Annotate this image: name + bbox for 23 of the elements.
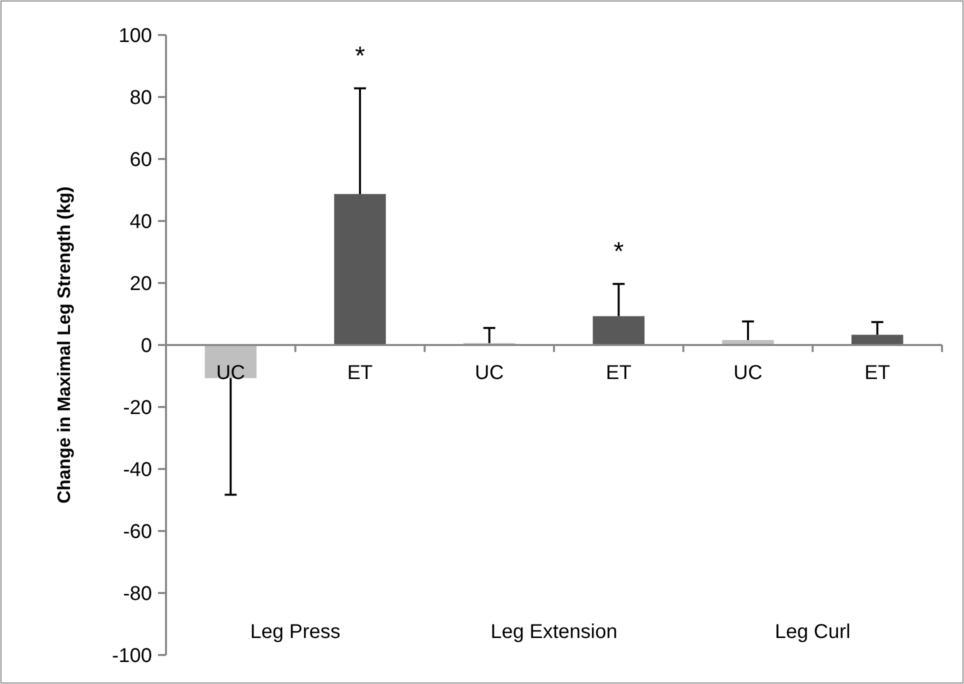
x-tick-label: UC — [216, 362, 246, 384]
annotation: Leg Press — [250, 621, 340, 643]
y-tick-label: -20 — [123, 397, 152, 419]
y-tick-label: 60 — [130, 149, 152, 171]
y-tick-label: 0 — [140, 335, 152, 357]
y-tick-label: 20 — [130, 273, 152, 295]
x-tick-label: ET — [347, 362, 373, 384]
annotation: Leg Extension — [490, 621, 618, 643]
annotation: * — [614, 236, 624, 266]
y-tick-label: 40 — [130, 211, 152, 233]
x-tick-label: UC — [474, 362, 504, 384]
y-tick-label: -40 — [123, 459, 152, 481]
annotation: * — [354, 40, 366, 71]
y-tick-label: 100 — [118, 25, 152, 47]
y-tick-label: 80 — [130, 87, 152, 109]
y-tick-label: -80 — [123, 583, 152, 605]
x-tick-label: ET — [606, 362, 632, 384]
y-tick-label: -100 — [112, 645, 152, 667]
y-tick-label: -60 — [123, 521, 152, 543]
annotation: Leg Curl — [774, 621, 850, 643]
x-tick-label: UC — [734, 362, 762, 384]
y-axis-title: Change in Maximal Leg Strength (kg) — [54, 186, 74, 504]
x-tick-label: ET — [864, 362, 890, 384]
